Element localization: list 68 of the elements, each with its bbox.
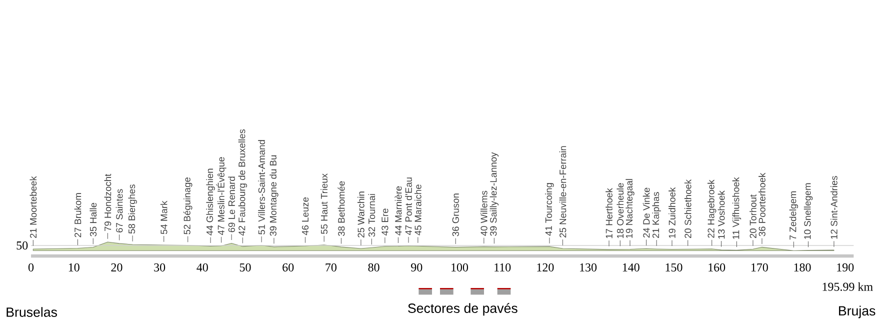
x-tick-label: 10: [68, 263, 80, 272]
x-tick-label: 70: [326, 263, 336, 272]
data-label: 25 Neuville-en-Ferrain: [559, 146, 566, 238]
data-label: 47 Pont d'Eau: [405, 178, 412, 236]
text: Bruselas: [6, 307, 58, 317]
data-label: 67 Saintes: [116, 189, 123, 232]
data-label: 17 Herthoek: [606, 188, 612, 238]
data-label: 44 Marnière: [394, 186, 402, 236]
data-label: 45 Maraiche: [414, 184, 422, 236]
data-label: 21 Kaiphas: [652, 192, 661, 238]
data-label: 39 Sailly-lez-Lannoy: [490, 152, 499, 236]
x-tick-label: 120: [537, 263, 554, 272]
x-tick-label: 110: [494, 263, 511, 272]
data-label: 55 Haut Trieux: [320, 174, 328, 234]
data-label: 13 Voshoek: [718, 190, 725, 239]
x-tick-label: 40: [196, 263, 208, 272]
data-label: 21 Moortebeek: [30, 176, 37, 238]
text: Sectores de pavés: [408, 303, 518, 316]
data-label: 39 Montagne du Bu: [270, 155, 278, 236]
data-label: 36 Gruson: [452, 194, 459, 236]
data-label: 20 Schiethoek: [684, 179, 692, 238]
data-label: 47 Meslin-l'Évêque: [216, 157, 226, 236]
data-label: 22 Hagebroek: [708, 180, 716, 238]
data-label: 27 Brukom: [74, 193, 82, 238]
data-label: 25 Warchin: [358, 192, 364, 238]
data-label: 24 De Vinke: [642, 188, 650, 238]
data-label: 38 Bethomée: [338, 181, 345, 236]
x-tick-label: 150: [666, 263, 682, 272]
x-tick-label: 80: [368, 263, 380, 272]
data-label: 58 Bierghes: [128, 184, 137, 234]
data-label: 41 Tourcoing: [545, 183, 554, 236]
data-label: 36 Poorterhoek: [758, 172, 766, 236]
x-tick-label: 0: [28, 263, 34, 272]
x-tick-label: 140: [622, 263, 640, 272]
data-label: 52 Béguinage: [183, 178, 192, 234]
data-label: 11 Vijfhuishoek: [732, 177, 742, 239]
x-tick-label: 180: [794, 263, 811, 272]
x-tick-label: 30: [154, 263, 166, 272]
x-tick-label: 60: [282, 263, 294, 272]
data-label: 44 Ghislenghien: [206, 168, 215, 236]
x-tick-label: 160: [708, 263, 726, 272]
data-label: 43 Ere: [382, 208, 388, 236]
data-label: 69 Le Renard: [228, 176, 235, 232]
text: 195.99 km: [822, 282, 873, 291]
data-label: 42 Faubourg de Bruxelles: [238, 129, 248, 236]
data-label: 51 Villers-Saint-Amand: [258, 140, 265, 234]
data-label: 18 Overheule: [616, 183, 624, 238]
data-label: 10 Snellegem: [804, 183, 813, 239]
data-label: 19 Zuidhoek: [668, 187, 676, 238]
data-label: 19 Nachtegaal: [626, 179, 634, 238]
data-label: 54 Mark: [160, 200, 168, 234]
x-tick-label: 50: [240, 263, 251, 272]
x-tick-label: 100: [452, 263, 468, 272]
data-label: 20 Torhout: [750, 194, 756, 238]
x-tick-label: 190: [837, 263, 854, 272]
x-tick-label: 90: [411, 263, 422, 272]
data-label: 12 Sint-Andries: [830, 176, 838, 239]
data-label: 40 Willems: [480, 190, 488, 236]
data-label: 35 Halle: [90, 202, 97, 236]
x-tick-label: 20: [111, 263, 122, 272]
data-label: 32 Tournai: [368, 194, 376, 237]
x-tick-label: 130: [580, 263, 597, 272]
ref-line-label: 50: [16, 241, 28, 250]
data-label: 46 Leuze: [302, 197, 309, 236]
x-tick-label: 170: [751, 263, 768, 272]
data-label: 7 Zedelgem: [789, 191, 798, 240]
data-label: 79 Hondzocht: [104, 174, 112, 231]
text: Brujas: [839, 306, 876, 318]
